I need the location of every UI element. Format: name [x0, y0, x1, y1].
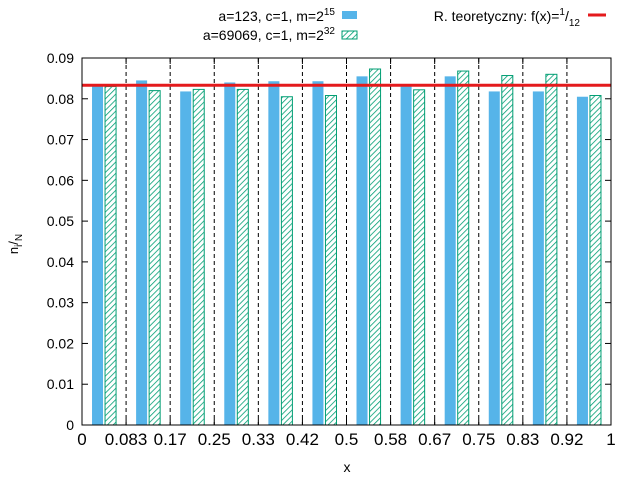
legend-entry-series-1: a=123, c=1, m=215: [218, 7, 357, 24]
x-tick-label-11: 0.92: [550, 430, 583, 449]
y-tick-label-7: 0.07: [47, 132, 74, 148]
bar-series-1-bin-9: [444, 76, 456, 425]
legend-entry-series-2: a=69069, c=1, m=232: [203, 26, 358, 43]
x-tick-label-0: 0: [77, 430, 86, 449]
y-tick-label-0: 0: [66, 417, 74, 433]
x-tick-label-4: 0.33: [242, 430, 275, 449]
bar-series-1-bin-8: [400, 86, 412, 426]
bar-series-2-bin-3: [192, 88, 205, 426]
x-tick-label-3: 0.25: [198, 430, 231, 449]
bar-series-2-bin-1: [104, 86, 117, 426]
x-tick-label-5: 0.42: [286, 430, 319, 449]
legend-label-series-2: a=69069, c=1, m=232: [203, 26, 336, 43]
x-tick-label-10: 0.83: [506, 430, 539, 449]
x-tick-label-7: 0.58: [374, 430, 407, 449]
plot-area: 0 0.01 0.02 0.03 0.04 0.05 0.06 0.07 0.08 0.09 0 0.…: [47, 50, 616, 449]
bar-series-2-bin-2: [148, 90, 161, 426]
bar-series-1-bin-6: [312, 81, 324, 425]
x-tick-label-2: 0.17: [154, 430, 187, 449]
bar-series-1-bin-11: [532, 91, 544, 425]
bar-series-2-bin-10: [501, 75, 514, 426]
bar-series-2-bin-9: [457, 70, 470, 426]
legend-swatch-series-1: [342, 11, 357, 19]
bar-series-2-bin-7: [369, 68, 382, 426]
legend-swatch-series-2: [341, 30, 358, 40]
bar-series-2-bin-5: [280, 96, 293, 426]
x-tick-label-8: 0.67: [418, 430, 451, 449]
bar-series-1-bin-1: [92, 85, 104, 426]
y-tick-label-3: 0.03: [47, 295, 74, 311]
bar-series-2-bin-11: [545, 73, 558, 426]
bar-series-1-bin-10: [488, 91, 500, 425]
x-tick-label-6: 0.5: [335, 430, 359, 449]
y-tick-label-8: 0.08: [47, 91, 74, 107]
legend-label-reference: R. teoretyczny: f(x)=1/12: [434, 7, 581, 29]
bar-series-2-bin-4: [236, 88, 249, 426]
legend-label-series-1: a=123, c=1, m=215: [218, 7, 335, 24]
y-axis-label: ni/N: [6, 234, 25, 254]
bar-series-1-bin-5: [268, 81, 280, 425]
bar-series-2-bin-8: [413, 89, 426, 426]
bar-series-1-bin-4: [224, 82, 236, 425]
bar-series-2-bin-12: [589, 95, 602, 426]
bar-series-1-bin-3: [180, 91, 192, 425]
y-tick-label-9: 0.09: [47, 50, 74, 66]
x-tick-label-9: 0.75: [462, 430, 495, 449]
x-tick-label-12: 1: [606, 430, 615, 449]
bar-series-1-bin-7: [356, 76, 368, 425]
y-tick-label-5: 0.05: [47, 213, 74, 229]
y-tick-label-1: 0.01: [47, 376, 74, 392]
y-tick-label-2: 0.02: [47, 335, 74, 351]
x-axis-label: x: [344, 459, 351, 475]
legend-entry-reference: R. teoretyczny: f(x)=1/12: [434, 7, 606, 29]
y-tick-label-6: 0.06: [47, 172, 74, 188]
bar-series-1-bin-2: [136, 80, 148, 425]
x-tick-label-1: 0.083: [105, 430, 148, 449]
y-tick-label-4: 0.04: [47, 254, 74, 270]
legend: a=123, c=1, m=215 a=69069, c=1, m=232 R.…: [203, 7, 606, 43]
bar-series-1-bin-12: [576, 96, 588, 425]
bar-series-2-bin-6: [324, 95, 337, 426]
